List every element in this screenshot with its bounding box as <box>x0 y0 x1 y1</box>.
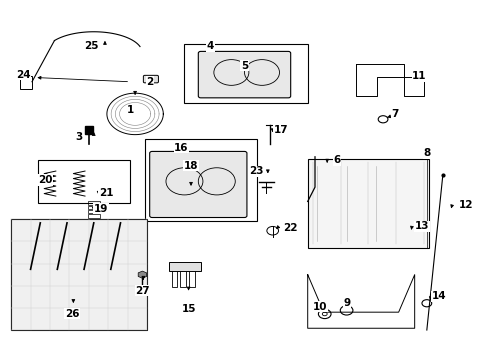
FancyBboxPatch shape <box>11 219 147 330</box>
Text: 24: 24 <box>16 69 31 80</box>
Text: 4: 4 <box>206 41 214 51</box>
Text: 14: 14 <box>431 291 446 301</box>
Text: 26: 26 <box>64 309 79 319</box>
Text: 12: 12 <box>458 200 472 210</box>
FancyBboxPatch shape <box>38 160 130 203</box>
Bar <box>85 126 93 134</box>
Text: 18: 18 <box>183 161 198 171</box>
Text: 23: 23 <box>249 166 264 176</box>
Text: 5: 5 <box>241 61 247 71</box>
Text: 8: 8 <box>422 148 429 158</box>
Text: 13: 13 <box>414 221 428 231</box>
Bar <box>88 214 100 217</box>
Text: 7: 7 <box>391 109 398 119</box>
Text: 9: 9 <box>343 298 349 308</box>
Bar <box>88 210 100 213</box>
Bar <box>20 76 32 89</box>
FancyBboxPatch shape <box>143 75 158 83</box>
FancyBboxPatch shape <box>307 158 428 248</box>
Text: 20: 20 <box>38 175 52 185</box>
Text: 19: 19 <box>94 203 108 213</box>
Bar <box>189 267 195 287</box>
Text: 16: 16 <box>174 143 188 153</box>
Text: 11: 11 <box>411 71 426 81</box>
Bar <box>88 202 100 204</box>
Text: 21: 21 <box>99 188 113 198</box>
Bar <box>169 262 201 271</box>
Text: 3: 3 <box>76 132 82 142</box>
Text: 6: 6 <box>333 156 340 165</box>
FancyBboxPatch shape <box>149 152 246 217</box>
Text: 27: 27 <box>135 286 149 296</box>
Text: 1: 1 <box>126 105 134 115</box>
FancyBboxPatch shape <box>198 51 290 98</box>
Text: 2: 2 <box>146 77 153 87</box>
Text: 25: 25 <box>84 41 99 51</box>
FancyBboxPatch shape <box>183 44 307 103</box>
Text: 17: 17 <box>273 125 288 135</box>
Text: 10: 10 <box>312 302 326 312</box>
Bar <box>180 267 186 287</box>
Text: 15: 15 <box>181 303 195 314</box>
Bar <box>88 206 100 209</box>
FancyBboxPatch shape <box>144 139 256 221</box>
Text: 22: 22 <box>283 223 297 233</box>
Bar <box>171 267 177 287</box>
